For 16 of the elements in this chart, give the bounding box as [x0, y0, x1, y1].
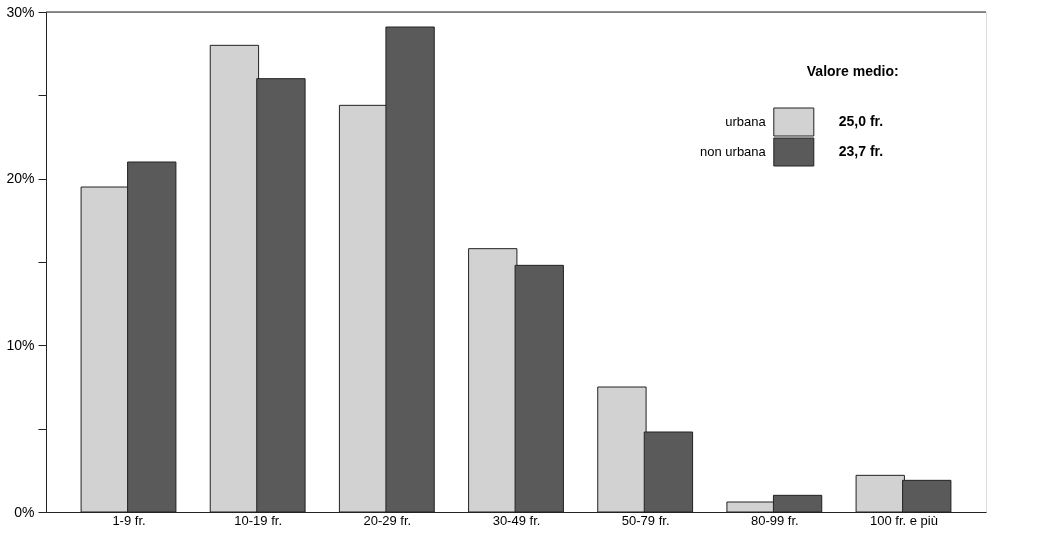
x-tick-label: 10-19 fr. — [234, 512, 283, 528]
y-tick-label: 30% — [6, 3, 35, 20]
x-tick-label: 20-29 fr. — [363, 512, 412, 528]
legend-label: non urbana — [700, 144, 767, 159]
y-tick-label: 10% — [6, 336, 35, 353]
y-tick-label: 0% — [14, 503, 35, 520]
x-tick-label: 80-99 fr. — [750, 512, 799, 528]
annotation: 23,7 fr. — [838, 143, 884, 159]
y-tick-label: 20% — [6, 170, 35, 187]
legend-title: Valore medio: — [806, 63, 899, 79]
x-tick-label: 100 fr. e più — [870, 512, 938, 528]
legend-label: urbana — [725, 114, 767, 129]
x-tick-label: 1-9 fr. — [112, 512, 146, 528]
x-tick-label: 50-79 fr. — [621, 512, 670, 528]
annotation: 25,0 fr. — [838, 113, 884, 129]
x-tick-label: 30-49 fr. — [492, 512, 541, 528]
